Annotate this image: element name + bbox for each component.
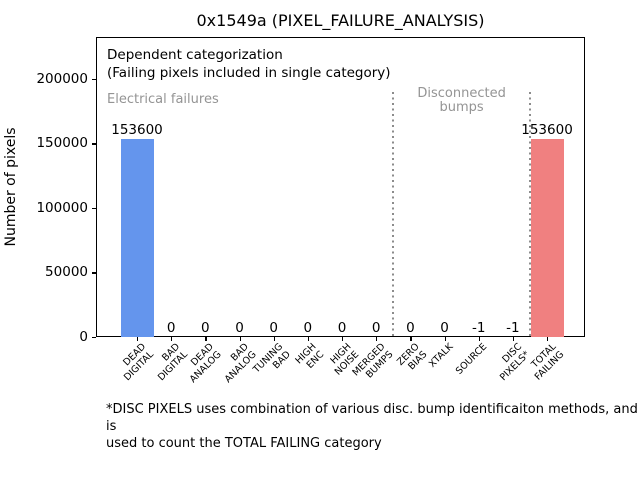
section-label-disconnected: Disconnected bumps bbox=[417, 86, 506, 115]
footnote-line1: *DISC PIXELS uses combination of various… bbox=[106, 402, 638, 434]
plot-area bbox=[96, 37, 585, 337]
bar-value-label: -1 bbox=[506, 320, 520, 336]
y-tick-label: 150000 bbox=[36, 135, 88, 152]
x-tick-label-text: DEAD DIGITAL bbox=[121, 341, 156, 383]
x-tick-mark bbox=[547, 337, 549, 341]
x-tick-mark bbox=[273, 337, 275, 341]
x-tick-mark bbox=[444, 337, 446, 341]
y-tick-mark bbox=[92, 272, 96, 274]
y-tick-label: 0 bbox=[79, 329, 88, 345]
x-tick-label-text: SOURCE bbox=[454, 341, 490, 377]
group-divider-dotted-line bbox=[392, 92, 395, 337]
y-tick-mark bbox=[92, 143, 96, 145]
chart-title: 0x1549a (PIXEL_FAILURE_ANALYSIS) bbox=[196, 11, 485, 30]
x-tick-mark bbox=[512, 337, 515, 341]
x-tick-mark bbox=[239, 337, 241, 341]
bar-value-label: 0 bbox=[269, 320, 278, 336]
x-tick-label-text: TUNING BAD bbox=[250, 341, 293, 376]
footnote: *DISC PIXELS uses combination of various… bbox=[106, 401, 640, 452]
bar bbox=[530, 138, 564, 337]
x-tick-mark bbox=[307, 337, 310, 341]
x-tick-label-text: ZERO BIAS bbox=[394, 341, 429, 372]
x-tick-mark bbox=[137, 337, 139, 341]
bar-value-label: 0 bbox=[303, 320, 313, 336]
x-tick-label-text: TOTAL FAILING bbox=[529, 341, 566, 383]
x-tick-mark bbox=[376, 337, 378, 341]
bar-value-label: 0 bbox=[337, 320, 347, 336]
bar-value-label: -1 bbox=[471, 320, 486, 336]
y-tick-mark bbox=[92, 78, 96, 81]
y-tick-label: 200000 bbox=[36, 70, 88, 87]
annotation-header-line2: (Failing pixels included in single categ… bbox=[107, 65, 391, 81]
section-label-electrical: Electrical failures bbox=[107, 92, 219, 107]
bar-value-label: 0 bbox=[440, 320, 449, 336]
bar-value-label: 0 bbox=[166, 320, 176, 336]
bar-value-label: 153600 bbox=[521, 121, 573, 138]
x-tick-mark bbox=[478, 337, 480, 341]
annotation-header-line1: Dependent categorization bbox=[107, 47, 283, 63]
y-tick-label: 50000 bbox=[45, 264, 88, 281]
y-tick-mark bbox=[92, 207, 96, 210]
x-tick-mark bbox=[205, 337, 207, 341]
footnote-line2: used to count the TOTAL FAILING category bbox=[106, 436, 382, 451]
x-tick-label-text: DISC PIXELS* bbox=[497, 341, 532, 383]
bar-value-label: 0 bbox=[201, 320, 210, 336]
bar bbox=[120, 138, 154, 337]
y-tick-mark bbox=[92, 337, 96, 339]
x-tick-label-text: BAD ANALOG bbox=[221, 341, 258, 385]
group-divider-dotted-line bbox=[528, 92, 531, 337]
bar-value-label: 0 bbox=[406, 320, 415, 336]
x-tick-mark bbox=[410, 337, 412, 341]
x-tick-label-text: XTALK bbox=[426, 341, 456, 370]
bar-value-label: 153600 bbox=[111, 121, 163, 138]
bar-value-label: 0 bbox=[371, 320, 381, 336]
y-tick-label: 100000 bbox=[36, 199, 88, 216]
x-tick-mark bbox=[342, 337, 344, 341]
x-tick-label-text: DEAD ANALOG bbox=[187, 341, 224, 385]
bar-value-label: 0 bbox=[235, 320, 244, 336]
x-tick-mark bbox=[171, 337, 173, 341]
x-tick-label-text: BAD DIGITAL bbox=[155, 341, 190, 383]
x-tick-label-text: MERGED BUMPS bbox=[350, 341, 395, 381]
x-tick-label-text: HIGH ENC bbox=[293, 341, 327, 371]
